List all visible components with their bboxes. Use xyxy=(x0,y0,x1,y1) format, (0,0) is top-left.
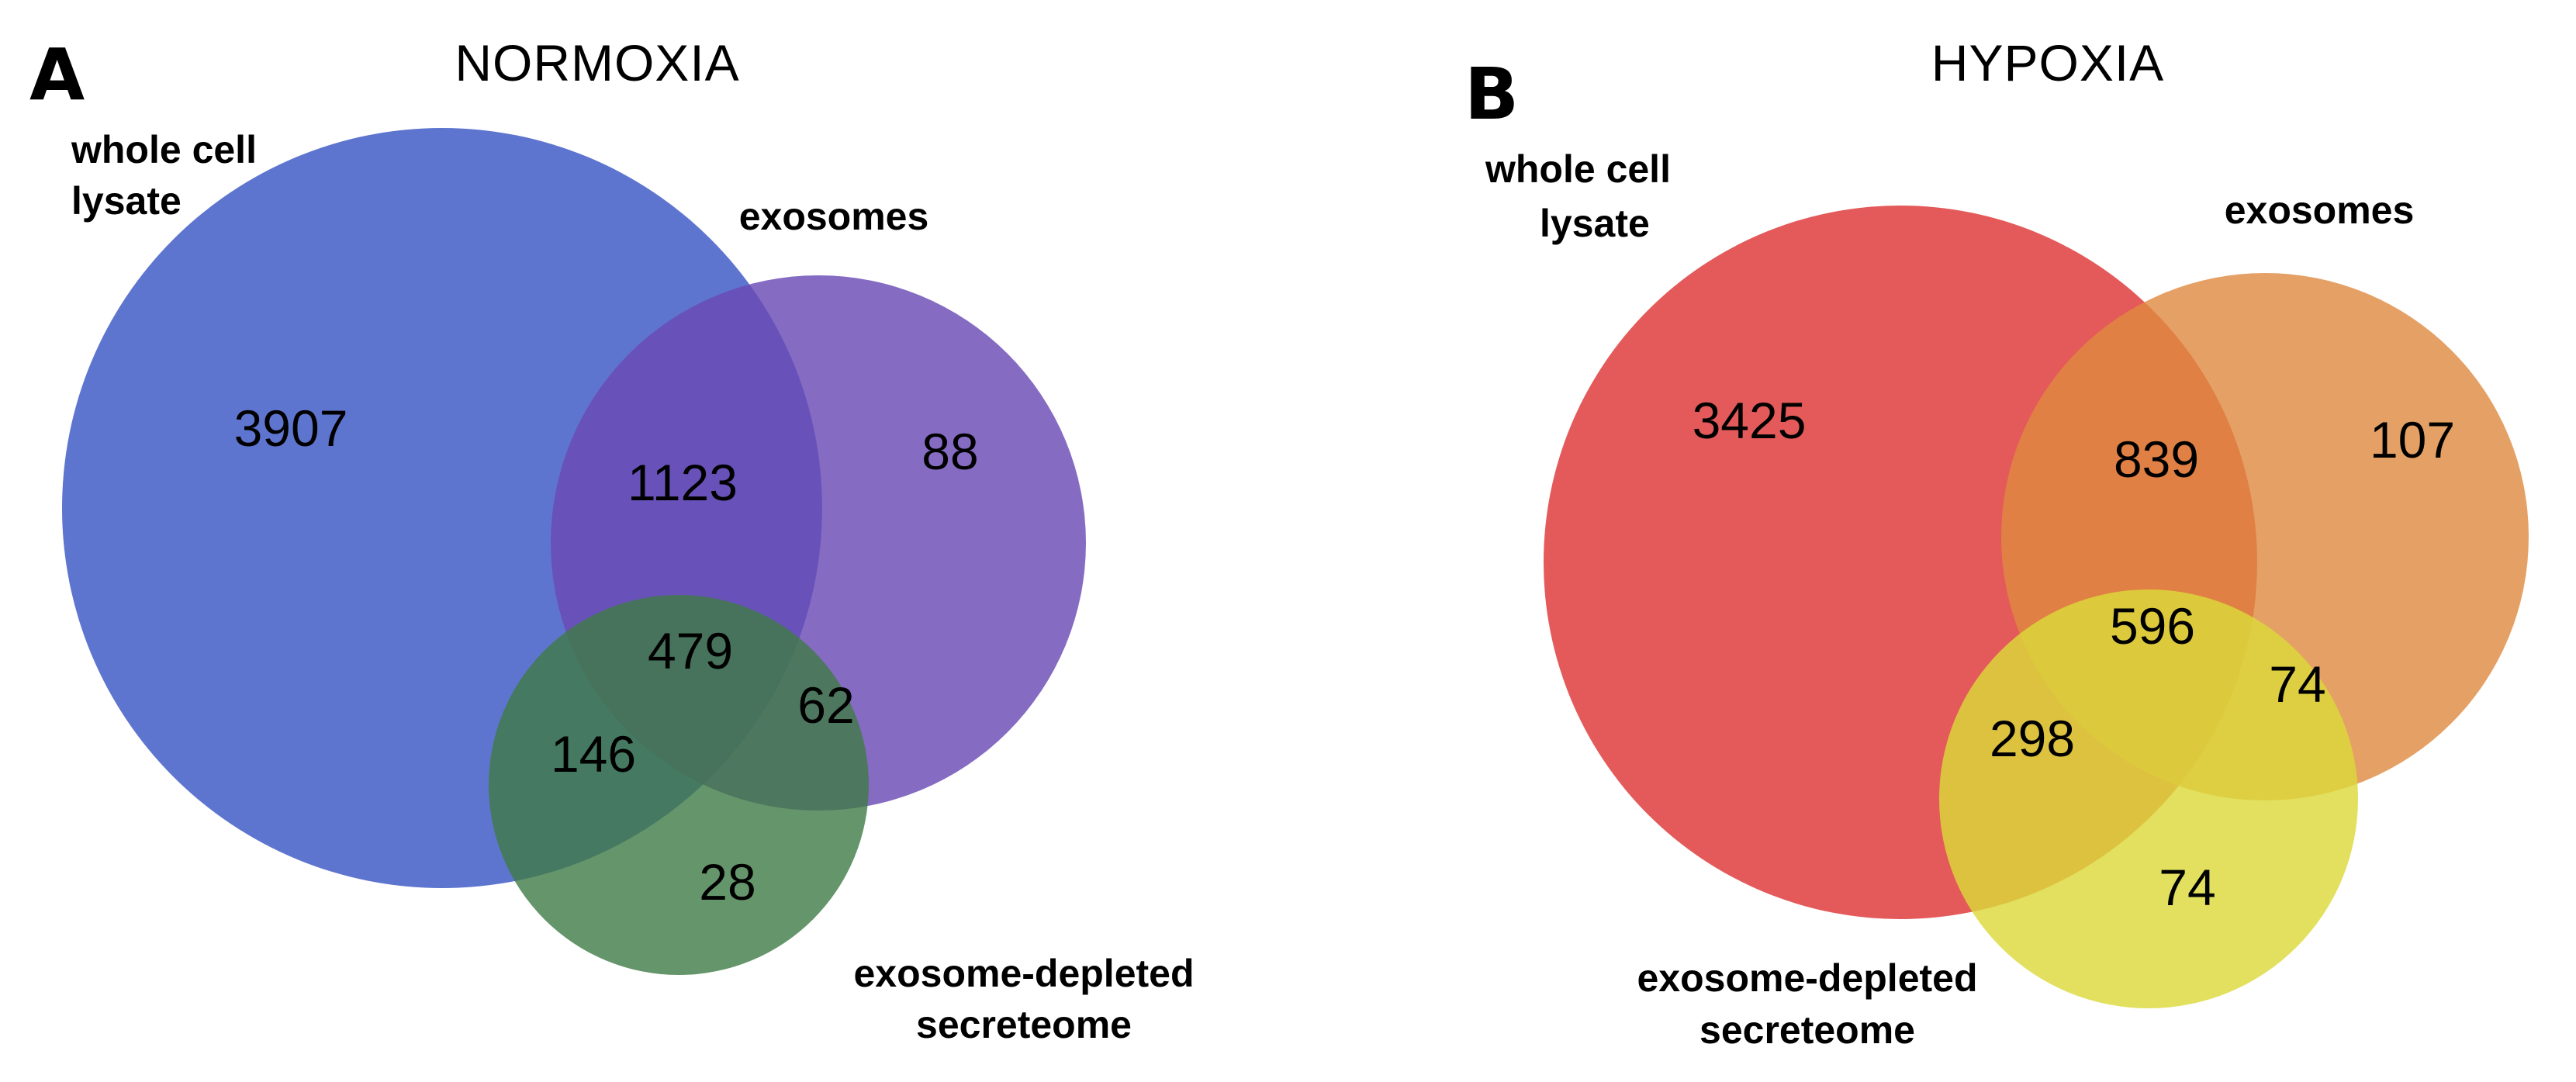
depleted-label-a-line1: exosome-depleted xyxy=(853,952,1194,995)
count-b-lysate-exosomes: 839 xyxy=(2114,430,2199,488)
panel-a: A NORMOXIA whole cell lysate exosomes ex… xyxy=(29,33,1195,1046)
exosomes-label-b: exosomes xyxy=(2225,188,2415,232)
count-a-lysate-depleted: 146 xyxy=(551,725,636,783)
count-a-exosomes-depleted: 62 xyxy=(797,676,854,734)
depleted-label-b-line2: secreteome xyxy=(1699,1008,1915,1052)
panel-b: B HYPOXIA whole cell lysate exosomes exo… xyxy=(1464,34,2529,1052)
count-a-lysate-exosomes: 1123 xyxy=(628,454,738,511)
depleted-label-b-line1: exosome-depleted xyxy=(1637,956,1977,1000)
lysate-label-b-line1: whole cell xyxy=(1485,147,1671,191)
count-b-exosomes-only: 107 xyxy=(2370,411,2455,468)
lysate-label-b-line2: lysate xyxy=(1540,202,1650,245)
panel-a-letter: A xyxy=(29,33,85,116)
depleted-circle-a xyxy=(489,595,869,975)
depleted-circle-b xyxy=(1939,589,2358,1008)
count-b-all-three: 596 xyxy=(2110,597,2195,655)
count-a-depleted-only: 28 xyxy=(699,853,756,911)
count-a-exosomes-only: 88 xyxy=(921,423,978,480)
depleted-label-a-line2: secreteome xyxy=(916,1003,1132,1046)
panel-a-title: NORMOXIA xyxy=(455,34,739,92)
count-a-all-three: 479 xyxy=(648,622,733,679)
count-a-lysate-only: 3907 xyxy=(234,399,348,457)
panel-b-letter: B xyxy=(1464,53,1519,136)
count-b-exosomes-depleted: 74 xyxy=(2269,655,2325,713)
panel-b-title: HYPOXIA xyxy=(1931,34,2164,92)
lysate-label-a-line2: lysate xyxy=(71,179,182,223)
count-b-lysate-depleted: 298 xyxy=(1990,710,2075,767)
count-b-lysate-only: 3425 xyxy=(1693,392,1807,449)
count-b-depleted-only: 74 xyxy=(2159,859,2215,916)
exosomes-label-a: exosomes xyxy=(739,195,929,238)
lysate-label-a-line1: whole cell xyxy=(71,128,257,171)
